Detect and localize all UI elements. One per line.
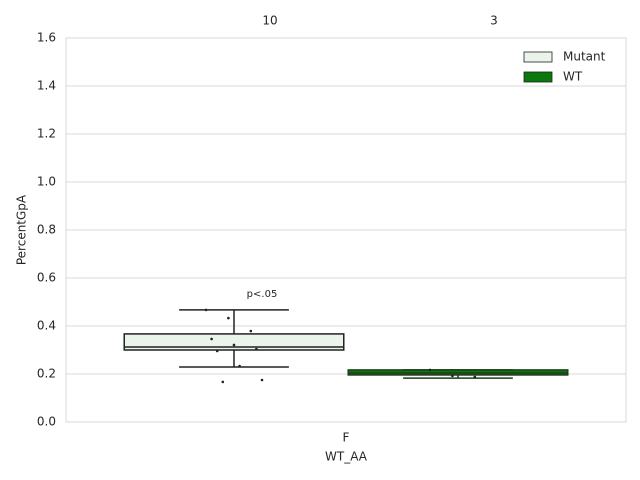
x-axis-label: WT_AA [325, 450, 368, 464]
y-tick-label: 1.2 [37, 127, 56, 141]
y-tick-label: 0.8 [37, 223, 56, 237]
y-tick-label: 1.0 [37, 175, 56, 189]
y-tick-label: 0.6 [37, 271, 56, 285]
y-tick-label: 0.2 [37, 367, 56, 381]
legend-swatch [523, 51, 553, 63]
data-point [204, 308, 208, 312]
y-tick-label: 1.6 [37, 31, 56, 45]
legend-label: WT [563, 70, 583, 84]
data-point [428, 368, 432, 372]
data-point [210, 337, 213, 341]
count-label: 10 [262, 14, 277, 28]
data-point [255, 347, 258, 351]
data-point [238, 364, 241, 368]
legend-swatch [523, 71, 553, 83]
data-point [232, 343, 236, 347]
data-point [473, 375, 477, 379]
annotation: p<.05 [247, 289, 278, 300]
data-point [227, 316, 230, 320]
box [123, 333, 345, 351]
y-tick-label: 0.0 [37, 415, 56, 429]
data-point [451, 374, 454, 378]
data-point [249, 329, 253, 333]
y-axis-label: PercentGpA [15, 194, 29, 265]
data-point [260, 378, 264, 382]
y-tick-label: 0.4 [37, 319, 56, 333]
data-point [215, 349, 219, 353]
y-tick-label: 1.4 [37, 79, 56, 93]
data-point [221, 380, 225, 384]
x-tick-label: F [343, 431, 350, 445]
legend-label: Mutant [563, 50, 606, 64]
count-label: 3 [490, 14, 498, 28]
